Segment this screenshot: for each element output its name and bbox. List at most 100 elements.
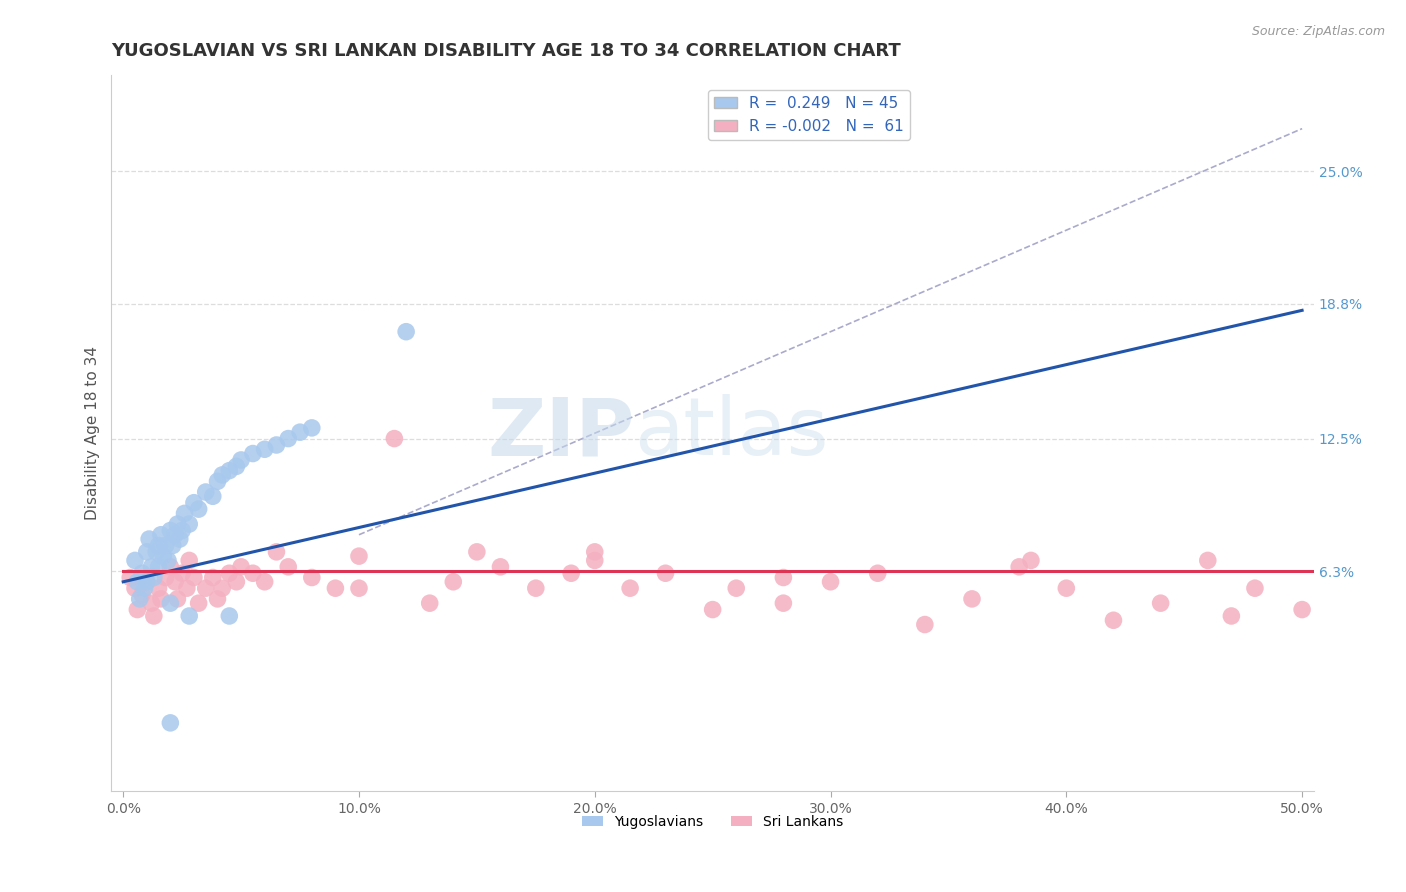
Point [218,566,240,581]
Point [218,464,240,478]
Point [155,538,177,552]
Point [172,566,194,581]
Point [619,581,641,595]
Point [266,438,288,452]
Point [253,574,276,589]
Point [229,453,252,467]
Point [1019,553,1042,567]
Text: ZIP: ZIP [488,394,634,472]
Point [187,596,209,610]
Point [242,566,264,581]
Point [288,425,311,439]
Point [127,602,149,616]
Point [211,581,233,595]
Point [159,559,181,574]
Point [301,421,323,435]
Point [169,532,191,546]
Point [135,545,157,559]
Point [165,528,187,542]
Point [179,609,201,624]
Point [142,609,165,624]
Point [149,528,172,542]
Point [1197,553,1219,567]
Y-axis label: Disability Age 18 to 34: Disability Age 18 to 34 [86,346,100,520]
Point [187,502,209,516]
Point [1149,596,1171,610]
Point [1102,613,1125,627]
Point [127,574,149,589]
Point [914,617,936,632]
Point [441,574,464,589]
Point [159,596,181,610]
Point [772,570,794,584]
Point [179,517,201,532]
Point [218,609,240,624]
Point [194,581,217,595]
Point [141,596,163,610]
Point [201,570,224,584]
Legend: Yugoslavians, Sri Lankans: Yugoslavians, Sri Lankans [576,809,849,834]
Point [124,581,146,595]
Point [725,581,748,595]
Point [141,559,163,574]
Point [201,489,224,503]
Point [253,442,276,457]
Text: YUGOSLAVIAN VS SRI LANKAN DISABILITY AGE 18 TO 34 CORRELATION CHART: YUGOSLAVIAN VS SRI LANKAN DISABILITY AGE… [111,42,901,60]
Point [1244,581,1267,595]
Point [149,591,172,606]
Point [465,545,488,559]
Point [583,553,606,567]
Point [176,581,198,595]
Point [134,581,156,595]
Point [194,485,217,500]
Point [382,432,405,446]
Point [277,432,299,446]
Point [148,559,170,574]
Point [179,553,201,567]
Point [183,570,205,584]
Point [560,566,582,581]
Point [128,591,150,606]
Point [166,517,188,532]
Point [583,545,606,559]
Point [229,559,252,574]
Point [820,574,842,589]
Point [166,591,188,606]
Point [211,467,233,482]
Point [277,559,299,574]
Point [301,570,323,584]
Point [135,574,157,589]
Point [162,538,184,552]
Point [165,574,187,589]
Point [347,549,370,563]
Point [159,715,181,730]
Point [347,581,370,595]
Point [142,570,165,584]
Point [148,581,170,595]
Point [242,446,264,460]
Point [183,496,205,510]
Point [419,596,441,610]
Point [266,545,288,559]
Point [138,532,160,546]
Point [225,459,247,474]
Point [395,325,418,339]
Text: Source: ZipAtlas.com: Source: ZipAtlas.com [1251,25,1385,38]
Point [1220,609,1243,624]
Point [207,475,229,489]
Point [1054,581,1077,595]
Text: atlas: atlas [634,394,830,472]
Point [866,566,889,581]
Point [131,588,153,602]
Point [1291,602,1313,616]
Point [173,507,195,521]
Point [524,581,547,595]
Point [159,524,181,538]
Point [131,566,153,581]
Point [225,574,247,589]
Point [960,591,983,606]
Point [155,570,177,584]
Point [152,549,174,563]
Point [325,581,347,595]
Point [135,574,157,589]
